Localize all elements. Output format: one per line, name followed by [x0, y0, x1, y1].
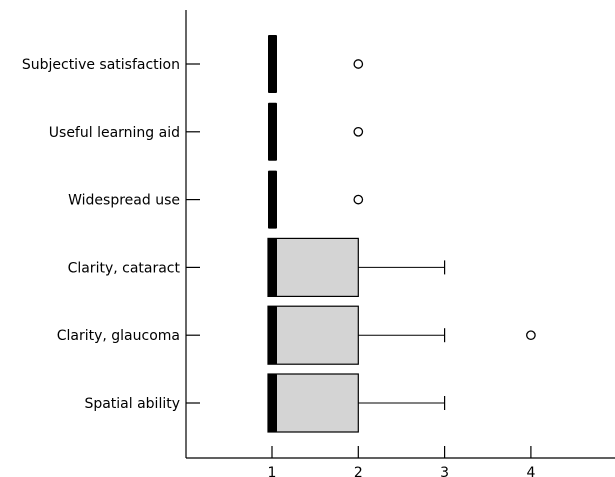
- median-bar: [268, 374, 277, 432]
- box-body: [267, 305, 359, 365]
- median-bar: [268, 238, 277, 297]
- outlier-point: [353, 126, 364, 137]
- x-tick-label: 3: [440, 465, 449, 477]
- x-tick-label: 1: [268, 465, 277, 477]
- y-tick-label: Widespread use: [68, 193, 180, 209]
- outlier-point: [353, 59, 364, 69]
- median-bar: [268, 35, 277, 93]
- box-0: [268, 35, 364, 93]
- y-tick-label: Useful learning aid: [49, 125, 180, 141]
- box-series: [267, 35, 536, 433]
- y-tick-label: Spatial ability: [84, 396, 180, 412]
- box-body: [267, 373, 359, 433]
- x-axis-ticks: 1 2 3 4: [268, 446, 535, 477]
- outlier-point: [353, 194, 364, 205]
- y-axis-ticks: Subjective satisfaction Useful learning a…: [22, 57, 200, 412]
- x-tick-label: 2: [354, 465, 363, 477]
- box-body: [267, 237, 359, 297]
- y-tick-label: Subjective satisfaction: [22, 57, 180, 73]
- box-1: [268, 102, 364, 161]
- median-bar: [268, 102, 277, 161]
- y-tick-label: Clarity, cataract: [68, 260, 181, 276]
- outlier-point: [526, 330, 536, 341]
- box-5: [267, 373, 446, 433]
- median-bar: [268, 306, 277, 365]
- median-bar: [268, 170, 277, 229]
- box-4: [267, 305, 536, 365]
- x-tick-label: 4: [526, 465, 535, 477]
- box-2: [268, 170, 364, 229]
- box-3: [267, 237, 446, 297]
- y-tick-label: Clarity, glaucoma: [57, 328, 180, 344]
